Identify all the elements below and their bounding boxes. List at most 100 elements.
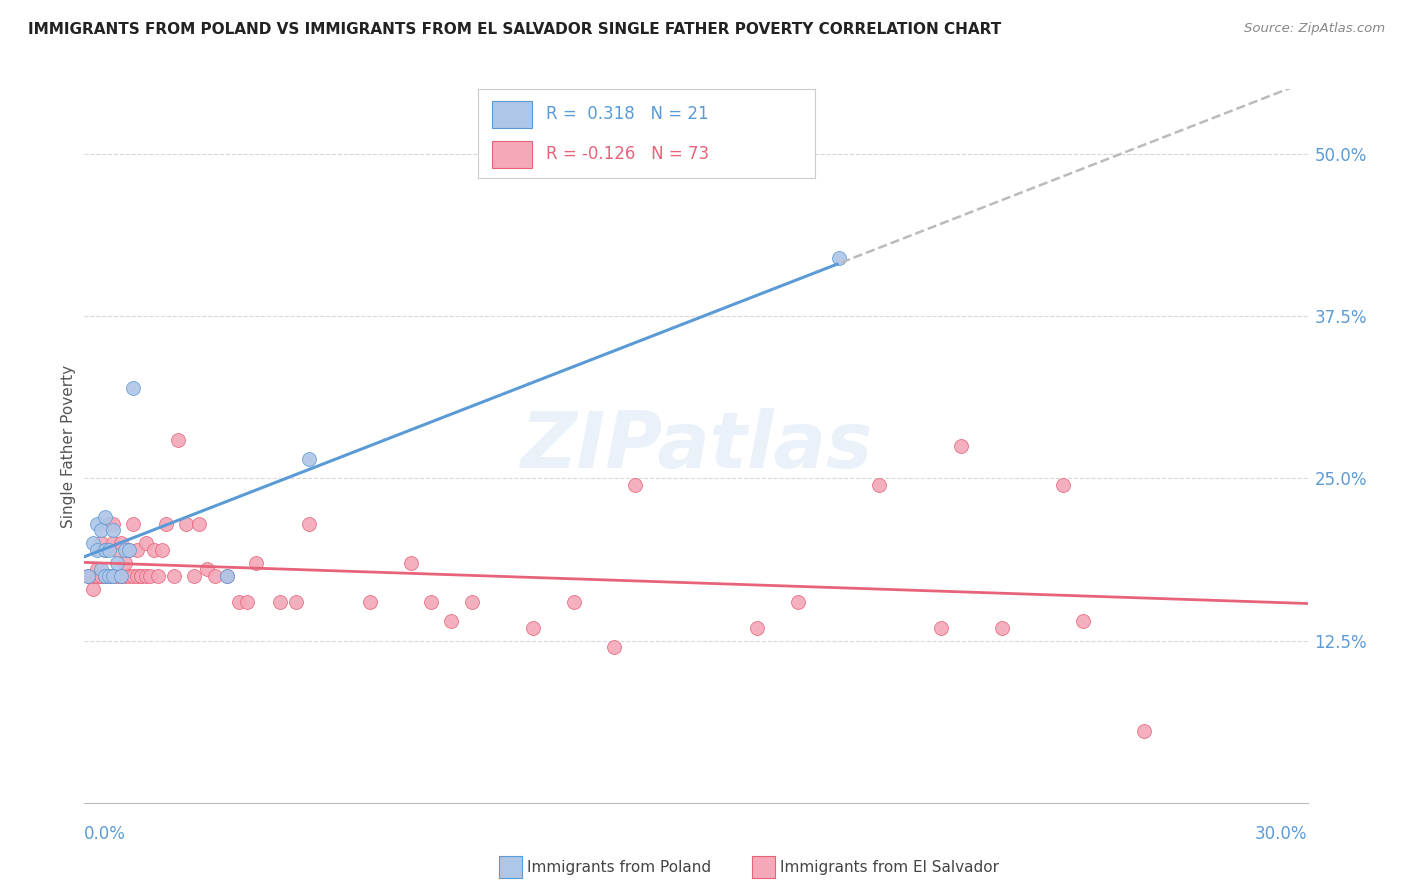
Point (176, 516, 198, 531)
Point (93, 510, 117, 524)
Point (461, 595, 484, 609)
Point (420, 595, 443, 609)
Point (93, 542, 117, 557)
Point (93, 568, 117, 582)
Point (991, 621, 1014, 635)
Point (86, 542, 108, 557)
Point (167, 433, 190, 447)
Point (82, 582, 104, 596)
FancyBboxPatch shape (492, 141, 531, 168)
Point (204, 568, 226, 582)
Point (603, 640, 626, 654)
Point (131, 568, 153, 582)
Point (97, 516, 120, 531)
Point (122, 516, 145, 531)
Point (440, 614, 463, 628)
Text: 30.0%: 30.0% (1256, 825, 1308, 843)
Point (298, 516, 321, 531)
Point (86, 562, 108, 576)
Point (86, 516, 108, 531)
Point (163, 568, 186, 582)
Point (105, 568, 128, 582)
Point (135, 568, 157, 582)
Text: Immigrants from Poland: Immigrants from Poland (527, 860, 711, 874)
Point (122, 381, 145, 395)
Point (97, 568, 120, 582)
Point (195, 562, 218, 576)
Point (950, 439, 973, 453)
Point (77, 568, 100, 582)
Point (110, 568, 132, 582)
Point (522, 621, 544, 635)
Point (101, 536, 124, 550)
Point (90, 524, 112, 538)
Point (217, 568, 239, 582)
Point (101, 516, 124, 531)
Point (787, 595, 810, 609)
Point (236, 595, 259, 609)
Point (90, 568, 112, 582)
Point (90, 536, 112, 550)
Point (624, 478, 647, 492)
Point (101, 568, 124, 582)
Text: ZIPatlas: ZIPatlas (520, 408, 872, 484)
Point (187, 516, 209, 531)
Point (77, 568, 100, 582)
Point (359, 595, 381, 609)
Point (97, 542, 120, 557)
Point (828, 251, 851, 265)
Point (90, 568, 112, 582)
Point (93, 568, 117, 582)
Point (1052, 478, 1074, 492)
Text: IMMIGRANTS FROM POLAND VS IMMIGRANTS FROM EL SALVADOR SINGLE FATHER POVERTY CORR: IMMIGRANTS FROM POLAND VS IMMIGRANTS FRO… (28, 22, 1001, 37)
Point (114, 542, 136, 557)
Point (105, 556, 128, 570)
Text: 0.0%: 0.0% (84, 825, 127, 843)
Point (298, 452, 321, 467)
Point (114, 568, 136, 582)
Point (1133, 724, 1156, 739)
Point (155, 516, 177, 531)
Point (93, 568, 117, 582)
Point (142, 542, 165, 557)
Y-axis label: Single Father Poverty: Single Father Poverty (60, 365, 76, 527)
Point (929, 621, 952, 635)
Point (228, 595, 250, 609)
Point (82, 536, 104, 550)
Point (127, 542, 149, 557)
Point (269, 595, 291, 609)
Point (118, 542, 141, 557)
Text: R = -0.126   N = 73: R = -0.126 N = 73 (546, 145, 709, 163)
Point (1073, 614, 1095, 628)
Point (869, 478, 891, 492)
Point (105, 542, 128, 557)
Point (86, 568, 108, 582)
Text: R =  0.318   N = 21: R = 0.318 N = 21 (546, 105, 709, 123)
Point (135, 536, 157, 550)
Point (245, 556, 267, 570)
Point (110, 568, 132, 582)
Point (118, 568, 141, 582)
Point (93, 568, 117, 582)
FancyBboxPatch shape (492, 101, 531, 128)
Point (150, 542, 173, 557)
Point (747, 621, 769, 635)
Point (110, 568, 132, 582)
Point (82, 568, 104, 582)
Point (122, 568, 145, 582)
Text: Source: ZipAtlas.com: Source: ZipAtlas.com (1244, 22, 1385, 36)
Point (90, 562, 112, 576)
Point (285, 595, 308, 609)
Point (114, 556, 136, 570)
Point (101, 568, 124, 582)
Point (217, 568, 239, 582)
Point (97, 568, 120, 582)
Point (562, 595, 585, 609)
Text: Immigrants from El Salvador: Immigrants from El Salvador (780, 860, 1000, 874)
Point (146, 568, 169, 582)
Point (138, 568, 160, 582)
Point (110, 536, 132, 550)
Point (101, 524, 124, 538)
Point (86, 568, 108, 582)
Point (183, 568, 205, 582)
